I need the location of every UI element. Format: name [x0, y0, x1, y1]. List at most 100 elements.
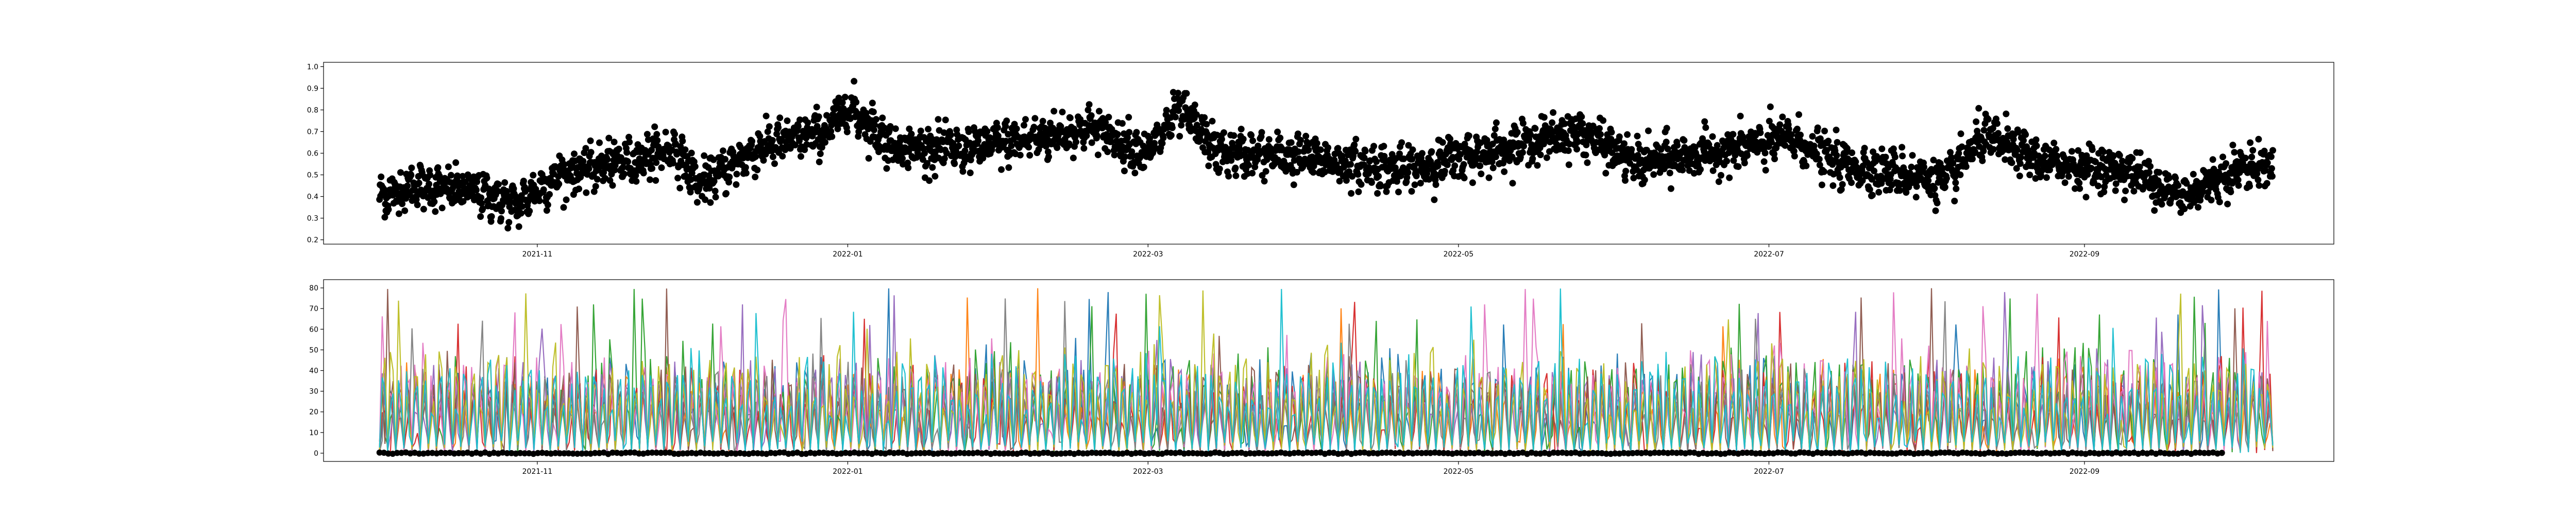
- scatter-point: [2190, 171, 2197, 178]
- scatter-point: [1803, 163, 1809, 169]
- scatter-point: [1352, 136, 1359, 143]
- scatter-point: [2054, 152, 2060, 159]
- scatter-point: [414, 201, 421, 208]
- scatter-point: [1899, 152, 1906, 159]
- scatter-point: [1681, 137, 1687, 144]
- scatter-point: [609, 182, 616, 189]
- scatter-point: [2020, 137, 2027, 144]
- scatter-point: [1520, 143, 1527, 149]
- scatter-point: [604, 156, 611, 163]
- scatter-point: [1238, 126, 1245, 132]
- scatter-point: [1931, 185, 1938, 192]
- scatter-point: [1650, 171, 1657, 178]
- scatter-point: [544, 207, 550, 214]
- y-tick-label: 20: [309, 408, 318, 417]
- scatter-point: [1957, 171, 1963, 178]
- scatter-point: [1909, 152, 1916, 159]
- scatter-point: [1261, 178, 1268, 184]
- scatter-point: [1565, 147, 1572, 154]
- scatter-point: [605, 135, 612, 142]
- scatter-point: [1126, 129, 1132, 135]
- scatter-point: [1757, 129, 1764, 136]
- scatter-point: [994, 124, 1001, 131]
- scatter-point: [404, 182, 411, 189]
- scatter-point: [1477, 163, 1483, 169]
- scatter-point: [540, 186, 547, 193]
- scatter-point: [760, 157, 767, 164]
- scatter-point: [1216, 165, 1223, 172]
- scatter-point: [2147, 163, 2154, 170]
- scatter-point: [1209, 118, 1216, 125]
- scatter-point: [1121, 167, 1128, 174]
- scatter-point: [1025, 144, 1032, 150]
- scatter-point: [587, 138, 594, 144]
- scatter-point: [649, 165, 655, 172]
- scatter-point: [1514, 129, 1521, 135]
- x-tick-label: 2022-09: [2070, 468, 2100, 476]
- scatter-point: [899, 155, 906, 162]
- scatter-point: [1021, 122, 1027, 129]
- scatter-point: [1737, 113, 1744, 119]
- scatter-point: [1410, 146, 1416, 153]
- scatter-point: [814, 104, 820, 110]
- scatter-point: [892, 125, 899, 132]
- scatter-point: [1263, 168, 1269, 175]
- scatter-point: [1573, 146, 1580, 152]
- x-tick-label: 2022-01: [833, 250, 863, 259]
- scatter-point: [1352, 148, 1359, 154]
- scatter-point: [1952, 179, 1959, 186]
- scatter-point: [594, 176, 601, 183]
- scatter-point: [1080, 145, 1087, 152]
- scatter-point: [1486, 175, 1493, 181]
- y-tick-label: 1.0: [307, 63, 318, 71]
- scatter-point: [2227, 188, 2234, 195]
- scatter-point: [1878, 146, 1885, 152]
- y-tick-label: 80: [309, 284, 318, 293]
- scatter-point: [2017, 160, 2024, 167]
- scatter-point: [1600, 117, 1606, 124]
- scatter-point: [1302, 133, 1309, 140]
- scatter-point: [1995, 130, 2002, 136]
- scatter-point: [623, 149, 630, 156]
- scatter-point: [2004, 125, 2011, 132]
- x-tick-label: 2022-09: [2070, 250, 2100, 259]
- scatter-point: [2248, 153, 2255, 160]
- scatter-point: [1674, 142, 1681, 149]
- scatter-point: [616, 146, 622, 152]
- y-tick-label: 10: [309, 429, 318, 437]
- scatter-point: [626, 139, 633, 145]
- scatter-point: [1013, 126, 1020, 132]
- scatter-point: [621, 170, 628, 177]
- scatter-point: [1797, 132, 1804, 139]
- scatter-point: [1714, 142, 1721, 149]
- scatter-point: [817, 150, 824, 157]
- x-tick-label: 2021-11: [522, 468, 553, 476]
- scatter-point: [926, 177, 933, 184]
- scatter-point: [1821, 128, 1828, 134]
- scatter-point: [722, 156, 728, 163]
- scatter-point: [1045, 153, 1052, 160]
- scatter-point: [1067, 114, 1074, 121]
- scatter-point: [853, 99, 859, 106]
- scatter-point: [1008, 143, 1015, 149]
- scatter-point: [571, 150, 578, 157]
- scatter-point: [1829, 182, 1836, 189]
- scatter-point: [1809, 133, 1816, 140]
- scatter-point: [1095, 151, 1101, 158]
- scatter-point: [2100, 148, 2107, 155]
- scatter-point: [1925, 177, 1931, 184]
- scatter-point: [1368, 179, 1375, 186]
- scatter-point: [713, 194, 719, 200]
- scatter-point: [816, 113, 822, 120]
- scatter-point: [516, 224, 522, 230]
- scatter-point: [1119, 120, 1126, 127]
- scatter-point: [935, 116, 942, 123]
- scatter-point: [1532, 125, 1538, 132]
- scatter-point: [2256, 182, 2262, 189]
- scatter-point: [1942, 184, 1948, 191]
- scatter-point: [1529, 156, 1536, 162]
- scatter-point: [1913, 183, 1920, 190]
- scatter-point: [955, 143, 962, 149]
- scatter-point: [2095, 183, 2102, 190]
- scatter-point: [1291, 181, 1297, 188]
